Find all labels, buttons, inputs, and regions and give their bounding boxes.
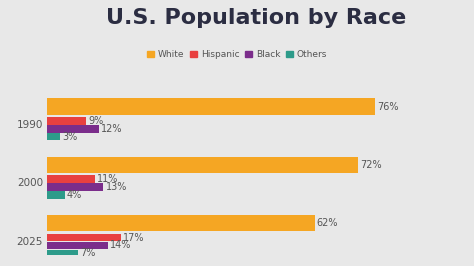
Bar [47,234,121,241]
Text: 62%: 62% [317,218,338,228]
Text: 76%: 76% [377,102,399,111]
Bar [47,242,108,249]
Text: 17%: 17% [123,232,144,243]
Text: 2000: 2000 [17,178,43,188]
Bar [47,183,103,191]
Bar [47,250,78,257]
Text: 4%: 4% [67,190,82,200]
Text: 13%: 13% [106,182,127,192]
Text: 14%: 14% [110,240,131,251]
Bar [47,157,358,173]
Text: 11%: 11% [97,174,118,184]
Bar [47,98,375,115]
Bar [47,125,99,132]
Text: 12%: 12% [101,124,123,134]
Text: 72%: 72% [360,160,382,170]
Bar [47,117,86,125]
Text: 7%: 7% [80,248,95,258]
Bar [47,175,95,183]
Legend: White, Hispanic, Black, Others: White, Hispanic, Black, Others [144,47,330,63]
Text: 3%: 3% [63,132,78,142]
Text: U.S. Population by Race: U.S. Population by Race [106,8,406,28]
Bar [47,191,64,199]
Text: 2025: 2025 [17,236,43,247]
Text: 1990: 1990 [17,120,43,130]
Text: 9%: 9% [88,116,104,126]
Bar [47,133,60,140]
Bar [47,215,315,231]
